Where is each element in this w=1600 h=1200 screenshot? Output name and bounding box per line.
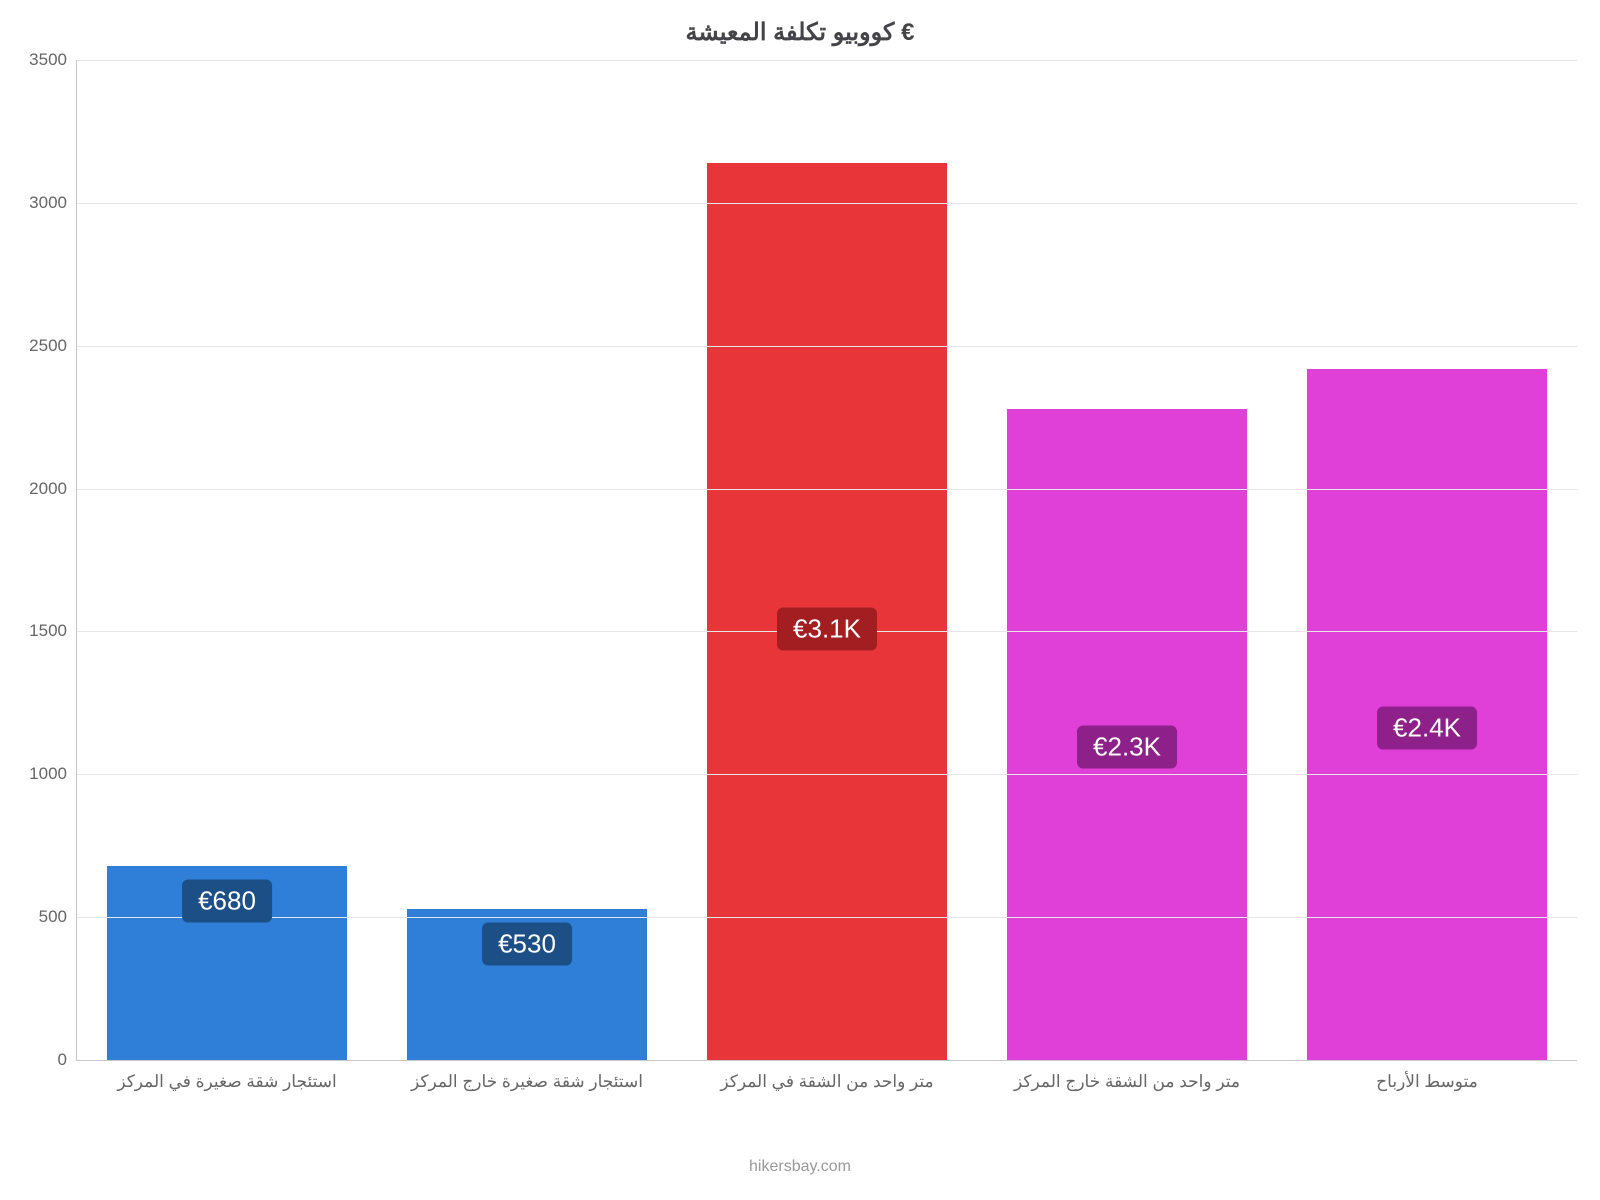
chart-title: كووبيو تكلفة المعيشة € xyxy=(0,18,1600,47)
y-tick-label: 2000 xyxy=(29,479,77,499)
value-label: €530 xyxy=(482,922,572,965)
y-tick-label: 1500 xyxy=(29,621,77,641)
x-tick-label: استئجار شقة صغيرة خارج المركز xyxy=(411,1060,643,1092)
gridline xyxy=(77,774,1577,775)
gridline xyxy=(77,489,1577,490)
plot-area: 0500100015002000250030003500استئجار شقة … xyxy=(76,60,1577,1061)
gridline xyxy=(77,346,1577,347)
gridline xyxy=(77,60,1577,61)
bars-layer xyxy=(77,60,1577,1060)
value-label: €680 xyxy=(182,879,272,922)
y-tick-label: 0 xyxy=(58,1050,77,1070)
x-tick-label: متر واحد من الشقة خارج المركز xyxy=(1014,1060,1240,1092)
chart-footer: hikersbay.com xyxy=(0,1158,1600,1176)
x-tick-label: متوسط الأرباح xyxy=(1376,1060,1478,1092)
gridline xyxy=(77,917,1577,918)
y-tick-label: 1000 xyxy=(29,764,77,784)
y-tick-label: 2500 xyxy=(29,336,77,356)
y-tick-label: 3000 xyxy=(29,193,77,213)
value-label: €3.1K xyxy=(777,608,877,651)
value-label: €2.3K xyxy=(1077,726,1177,769)
x-tick-label: متر واحد من الشقة في المركز xyxy=(720,1060,933,1092)
y-tick-label: 3500 xyxy=(29,50,77,70)
value-label: €2.4K xyxy=(1377,707,1477,750)
cost-of-living-chart: كووبيو تكلفة المعيشة € 05001000150020002… xyxy=(0,0,1600,1200)
y-tick-label: 500 xyxy=(39,907,77,927)
gridline xyxy=(77,203,1577,204)
x-tick-label: استئجار شقة صغيرة في المركز xyxy=(117,1060,336,1092)
